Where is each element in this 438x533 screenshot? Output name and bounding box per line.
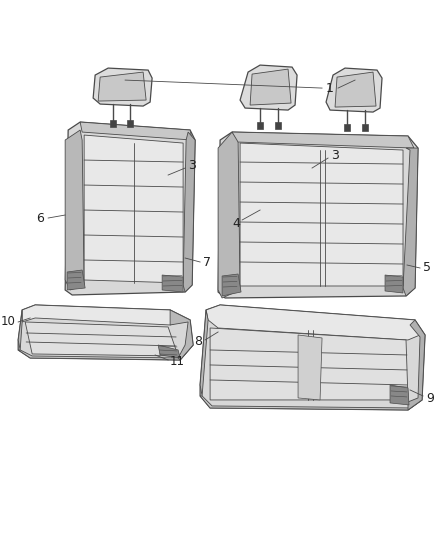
Text: 3: 3: [188, 158, 196, 172]
Text: 6: 6: [36, 212, 44, 224]
Polygon shape: [403, 148, 418, 296]
Polygon shape: [275, 122, 281, 129]
Polygon shape: [250, 69, 291, 105]
Polygon shape: [65, 122, 195, 295]
Polygon shape: [18, 345, 193, 360]
Polygon shape: [67, 270, 85, 290]
Polygon shape: [98, 72, 146, 101]
Polygon shape: [257, 122, 263, 129]
Polygon shape: [218, 132, 418, 298]
Polygon shape: [326, 68, 382, 112]
Polygon shape: [170, 310, 193, 360]
Polygon shape: [93, 68, 152, 106]
Polygon shape: [344, 124, 350, 131]
Polygon shape: [232, 132, 414, 148]
Text: 4: 4: [232, 216, 240, 230]
Polygon shape: [206, 305, 420, 340]
Polygon shape: [200, 310, 208, 396]
Text: 1: 1: [326, 82, 334, 94]
Polygon shape: [298, 335, 322, 400]
Polygon shape: [158, 345, 180, 358]
Polygon shape: [210, 328, 408, 400]
Text: 10: 10: [1, 316, 16, 328]
Polygon shape: [385, 275, 403, 293]
Polygon shape: [65, 130, 84, 290]
Polygon shape: [218, 132, 240, 298]
Polygon shape: [390, 385, 409, 405]
Polygon shape: [200, 305, 425, 410]
Polygon shape: [200, 396, 422, 410]
Polygon shape: [362, 124, 368, 131]
Text: 11: 11: [170, 356, 184, 368]
Polygon shape: [110, 120, 116, 127]
Text: 7: 7: [203, 255, 211, 269]
Text: 5: 5: [423, 262, 431, 274]
Polygon shape: [162, 275, 183, 292]
Polygon shape: [240, 143, 403, 286]
Polygon shape: [127, 120, 133, 127]
Polygon shape: [18, 310, 22, 350]
Polygon shape: [22, 305, 185, 325]
Text: 3: 3: [331, 149, 339, 161]
Polygon shape: [18, 305, 193, 360]
Text: 8: 8: [194, 335, 202, 349]
Polygon shape: [183, 132, 195, 292]
Polygon shape: [408, 320, 425, 410]
Polygon shape: [222, 274, 241, 296]
Polygon shape: [335, 72, 376, 107]
Text: 9: 9: [426, 392, 434, 406]
Polygon shape: [25, 322, 178, 356]
Polygon shape: [240, 65, 297, 110]
Polygon shape: [80, 122, 192, 140]
Polygon shape: [84, 135, 183, 283]
